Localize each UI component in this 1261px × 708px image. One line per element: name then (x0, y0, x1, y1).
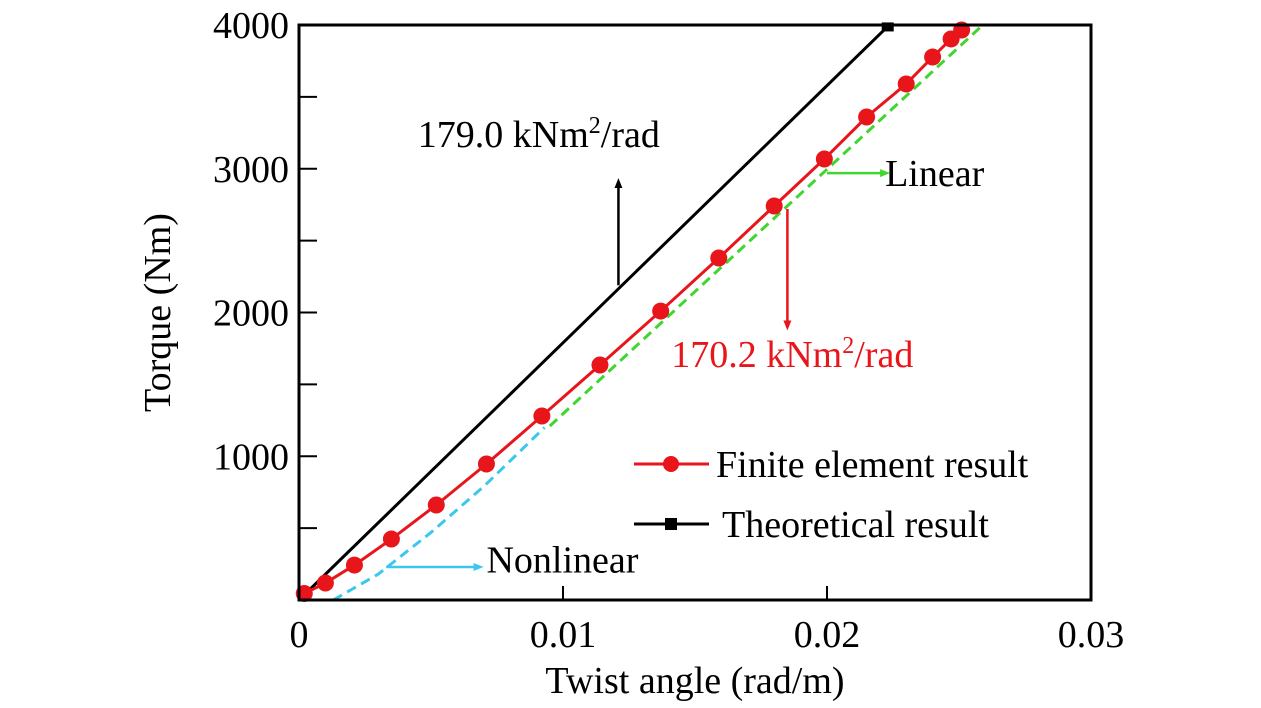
legend-item-theoretical: Theoretical result (634, 504, 989, 546)
legend-label-finite-element: Finite element result (716, 444, 1029, 486)
fe-slope-text: 170.2 kNm2/rad (671, 333, 913, 376)
legend-label-theoretical: Theoretical result (722, 504, 989, 546)
x-tick-label: 0.01 (530, 614, 597, 656)
legend: Finite element result Theoretical result (634, 444, 1029, 546)
series-line-nonlinear (332, 426, 546, 602)
legend-marker-circle (663, 456, 679, 472)
data-point-finite-element-result (427, 496, 445, 514)
legend-item-finite-element: Finite element result (634, 444, 1029, 486)
data-point-finite-element-result (765, 197, 783, 215)
y-axis-title: Torque (Nm) (137, 213, 179, 412)
data-point-finite-element-result (924, 48, 942, 66)
data-point-finite-element-result (591, 356, 609, 374)
x-tick-label: 0.03 (1058, 614, 1125, 656)
data-point-finite-element-result (710, 249, 728, 267)
y-tick-label: 3000 (213, 149, 289, 191)
y-tick-label: 4000 (213, 5, 289, 47)
series-line-linear (548, 23, 984, 428)
y-tick-label: 1000 (213, 436, 289, 478)
data-point-theoretical-result (881, 22, 894, 32)
data-point-finite-element-result (345, 556, 363, 574)
series-line-theoretical-result (297, 25, 889, 602)
data-point-finite-element-result (477, 455, 495, 473)
y-tick-label: 2000 (213, 293, 289, 335)
data-point-finite-element-result (652, 302, 670, 320)
x-tick-label: 0 (290, 614, 309, 656)
nonlinear-label-text: Nonlinear (486, 540, 638, 582)
x-axis-title: Twist angle (rad/m) (545, 660, 844, 702)
axis-ticks: 0 0.01 0.02 0.03 1000 2000 3000 4000 (213, 5, 1124, 656)
linear-label-text: Linear (885, 153, 985, 195)
theory-slope-text: 179.0 kNm2/rad (418, 113, 660, 156)
data-point-finite-element-result (533, 407, 551, 425)
data-point-finite-element-result (316, 574, 334, 592)
legend-marker-square (665, 518, 677, 530)
data-point-finite-element-result (897, 75, 915, 93)
data-point-finite-element-result (815, 150, 833, 168)
x-tick-label: 0.02 (794, 614, 861, 656)
data-point-finite-element-result (382, 530, 400, 548)
data-point-finite-element-result (858, 108, 876, 126)
annotations: 179.0 kNm2/rad 170.2 kNm2/rad Linear Nonlin… (386, 113, 985, 582)
